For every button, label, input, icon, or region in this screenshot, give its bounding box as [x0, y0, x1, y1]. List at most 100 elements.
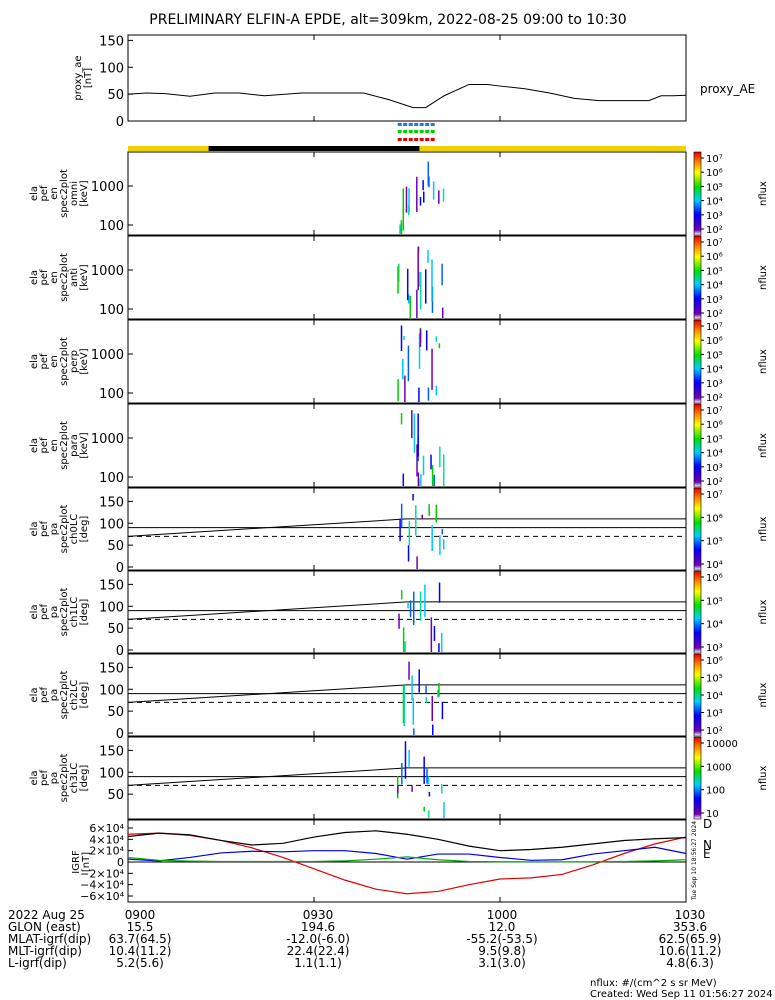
spec-panel-0-ylabel-line: en — [49, 187, 60, 200]
spec-panel-1-colorbar — [693, 235, 702, 320]
spec-panel-1-ylabel-line: spec2plot — [59, 253, 70, 302]
proxy-ae-frame — [127, 34, 687, 122]
pitch-panel-2-ylabel: ela pef pa spec2plot ch2LC [deg] — [29, 671, 90, 720]
pitch-panel-0-ylabel-line: pef — [39, 521, 50, 538]
spec-panel-0-colorbar-tick-label: 10⁷ — [706, 154, 723, 165]
pitch-panel-2-colorbar-tick-label: 10⁶ — [706, 656, 723, 667]
spec-panel-0-colorbar — [693, 151, 702, 236]
igrf-series-N — [127, 846, 687, 862]
footer-row-label: GLON (east) — [8, 920, 81, 934]
science-zone-marker — [419, 123, 424, 126]
spec-panel-1-ylabel-line: en — [49, 271, 60, 284]
spec-panel-2-ylabel-line: en — [49, 355, 60, 368]
footer-cell: 353.6 — [672, 920, 708, 934]
science-zone-marker — [397, 138, 402, 141]
pitch-panel-3-ylabel-line: ch3LC — [69, 763, 80, 794]
science-zone-marker — [419, 138, 424, 141]
spec-panel-1-ylabel-line: pef — [39, 269, 50, 286]
spec-panel-0-colorbar-tick-label: 10⁶ — [706, 168, 723, 179]
pitch-panel-1-colorbar-label: nflux — [758, 599, 769, 624]
pitch-panel-3-colorbar-label-text: nflux — [758, 765, 769, 790]
spec-panel-1-ylabel-line: [keV] — [79, 264, 90, 290]
spec-panel-3-frame — [127, 403, 687, 488]
pitch-panel-3-frame — [127, 736, 687, 820]
spec-panel-3-colorbar-label-text: nflux — [758, 433, 769, 458]
pitch-panel-0-ylabel-line: ela — [29, 521, 40, 536]
igrf-ylabel-line: IGRF — [71, 850, 82, 874]
proxy-ae-ytick-label: 50 — [107, 88, 124, 103]
spec-panel-0-colorbar-label-text: nflux — [758, 181, 769, 206]
spec-panel-3-colorbar — [693, 403, 702, 488]
spec-panel-3-ylabel-line: para — [69, 434, 80, 457]
spec-panel-3-colorbar-tick-label: 10⁷ — [706, 406, 723, 417]
science-zone-marker — [414, 123, 419, 126]
pitch-panel-1-ytick-label: 0 — [116, 644, 124, 659]
proxy-ae-ytick-label: 0 — [116, 115, 124, 130]
pitch-panel-0-colorbar-label: nflux — [758, 516, 769, 541]
spec-panel-1-ylabel-line: anti — [69, 268, 80, 287]
footer-cell: 194.6 — [300, 920, 336, 934]
pitch-panel-3-ylabel-line: pa — [49, 772, 60, 784]
pitch-panel-1-colorbar-tick-label: 10³ — [706, 643, 723, 654]
footer-cell: 0900 — [124, 908, 156, 922]
pitch-panel-0-ylabel-line: ch0LC — [69, 514, 80, 545]
spec-panel-2-ylabel-line: [keV] — [79, 348, 90, 374]
igrf-series-D — [127, 832, 687, 895]
pitch-panel-0-ytick-label: 150 — [99, 495, 124, 510]
spec-panel-2-ylabel-line: ela — [29, 354, 40, 369]
pitch-panel-1-colorbar-tick-label: 10⁴ — [706, 620, 723, 631]
spec-panel-2-colorbar-tick-label: 10⁴ — [706, 365, 723, 376]
pitch-panel-1-ytick-label: 50 — [107, 622, 124, 637]
spec-panel-2-ylabel-line: spec2plot — [59, 337, 70, 386]
igrf-ytick-label: 0 — [117, 856, 124, 869]
footer-cell: 4.8(6.3) — [666, 956, 714, 970]
science-zone-marker — [430, 123, 435, 126]
spec-panel-2-ytick-label: 1000 — [91, 348, 124, 363]
spec-panel-2-ylabel-line: pef — [39, 353, 50, 370]
pitch-panel-2-colorbar-label-text: nflux — [758, 682, 769, 707]
spec-panel-0-ylabel-line: omni — [69, 181, 80, 206]
pitch-panel-3-losscone-line — [127, 767, 686, 786]
spec-panel-2-ylabel-line: perp — [69, 350, 80, 373]
science-zone-marker — [419, 130, 424, 133]
spec-panel-0-colorbar-tick-label: 10² — [706, 225, 723, 236]
spec-panel-0-ylabel-line: ela — [29, 186, 40, 201]
science-zone-marker — [403, 130, 408, 133]
pitch-panel-2-colorbar-label: nflux — [758, 682, 769, 707]
pitch-panel-0-colorbar-tick-label: 10⁶ — [706, 513, 723, 524]
science-zone-marker — [397, 123, 402, 126]
footer-cell: 9.5(9.8) — [478, 944, 526, 958]
science-zone-marker — [414, 138, 419, 141]
footer-row-label: MLAT-igrf(dip) — [8, 932, 92, 946]
spec-panel-3-colorbar-tick-label: 10³ — [706, 463, 723, 474]
footer-cell: 1030 — [674, 908, 706, 922]
footer-cell: 10.6(11.2) — [658, 944, 722, 958]
pitch-panel-1-ylabel-line: spec2plot — [59, 588, 70, 637]
science-zone-marker — [408, 130, 413, 133]
spec-panel-1-ylabel: ela pef en spec2plot anti [keV] — [29, 253, 90, 302]
pitch-panel-0-colorbar — [693, 487, 702, 571]
spec-panel-2-colorbar — [693, 319, 702, 404]
igrf-series-E — [127, 856, 687, 863]
pitch-panel-3-colorbar-tick-label: 10 — [706, 809, 719, 820]
pitch-panel-3-colorbar — [693, 736, 702, 820]
spec-panel-2-colorbar-label: nflux — [758, 349, 769, 374]
spec-panel-1-frame — [127, 235, 687, 320]
footer-cell: 12.0 — [488, 920, 516, 934]
igrf-series-Btot — [127, 830, 687, 852]
spec-panel-1-colorbar-tick-label: 10⁴ — [706, 281, 723, 292]
pitch-panel-2-ylabel-line: spec2plot — [59, 671, 70, 720]
spec-panel-1-ytick-label: 1000 — [91, 264, 124, 279]
pitch-panel-2-ytick-label: 50 — [107, 705, 124, 720]
footer-cell: 10.4(11.2) — [108, 944, 172, 958]
pitch-panel-0-frame — [127, 487, 687, 571]
spec-panel-3-colorbar-label: nflux — [758, 433, 769, 458]
chart-title: PRELIMINARY ELFIN-A EPDE, alt=309km, 202… — [149, 12, 626, 28]
spec-panel-3-ylabel-line: ela — [29, 438, 40, 453]
science-zone-marker — [425, 130, 430, 133]
science-zone-marker — [397, 130, 402, 133]
pitch-panel-3-ytick-label: 100 — [99, 766, 124, 781]
proxy-ae-line — [127, 83, 687, 109]
